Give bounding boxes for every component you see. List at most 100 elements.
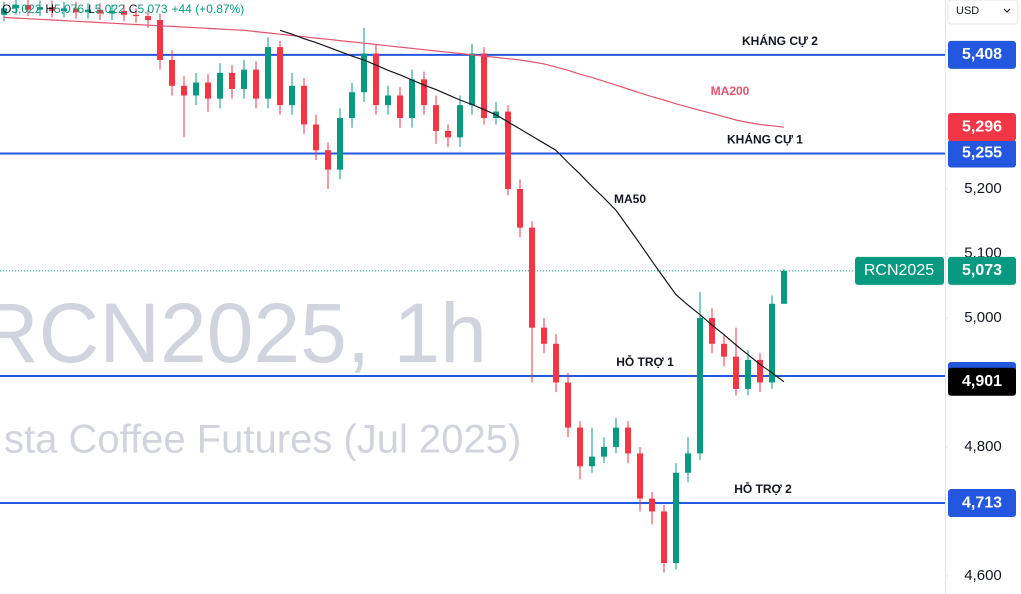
moving-average-line bbox=[3, 16, 785, 128]
level-label: HỖ TRỢ 1 bbox=[616, 354, 674, 369]
candle-body bbox=[85, 9, 91, 13]
currency-box[interactable] bbox=[947, 0, 1019, 25]
candle-body bbox=[613, 427, 619, 447]
moving-average-label: MA200 bbox=[711, 84, 750, 98]
candle-body bbox=[109, 10, 115, 14]
candle-body bbox=[373, 53, 379, 106]
candle-body bbox=[589, 456, 595, 467]
candle-body bbox=[445, 130, 451, 138]
level-price-tag-box bbox=[948, 40, 1016, 69]
legend-value: 5,022 bbox=[95, 2, 125, 16]
candle-body bbox=[481, 53, 487, 119]
candle-body bbox=[661, 511, 667, 564]
y-tick-label: 4,800 bbox=[964, 438, 1002, 455]
legend-value: 5,076 bbox=[54, 2, 84, 16]
level-price-tag-box bbox=[948, 489, 1016, 518]
watermark-symbol: RCN2025, 1h bbox=[0, 286, 487, 380]
symbol-tag-text: RCN2025 bbox=[864, 262, 934, 279]
level-price-tag-box bbox=[948, 139, 1016, 168]
legend-change: +44 (+0.87%) bbox=[172, 2, 245, 16]
legend-value: 5,073 bbox=[137, 2, 167, 16]
candle-body bbox=[337, 118, 343, 170]
candle-body bbox=[313, 124, 319, 151]
moving-average-label: MA50 bbox=[614, 192, 646, 206]
candle-body bbox=[97, 9, 103, 14]
candle-body bbox=[325, 150, 331, 170]
candle-body bbox=[253, 69, 259, 99]
candle-body bbox=[721, 343, 727, 357]
candle-body bbox=[397, 95, 403, 119]
candle-body bbox=[565, 382, 571, 428]
candle-body bbox=[193, 82, 199, 96]
candle-body bbox=[301, 85, 307, 125]
candle-body bbox=[61, 8, 67, 11]
candle-body bbox=[37, 7, 43, 10]
candle-body bbox=[625, 427, 631, 454]
level-price-tag-text: 5,408 bbox=[962, 46, 1002, 63]
dropdown-arrow[interactable] bbox=[1003, 8, 1011, 13]
candle-body bbox=[133, 14, 139, 17]
symbol-tag-box bbox=[855, 256, 944, 285]
plot-area: RCN2025, 1h sta Coffee Futures (Jul 2025)… bbox=[0, 0, 945, 573]
candle-body bbox=[637, 453, 643, 499]
candle-body bbox=[433, 105, 439, 131]
moving-average-line bbox=[279, 29, 785, 383]
candle-body bbox=[421, 79, 427, 106]
level-label: KHÁNG CỰ 2 bbox=[742, 33, 818, 48]
candle-body bbox=[169, 59, 175, 86]
candle-body bbox=[685, 453, 691, 473]
last-price-tag-text: 5,073 bbox=[962, 262, 1002, 279]
legend-key: C bbox=[129, 2, 138, 16]
candle-body bbox=[289, 85, 295, 106]
candle-body bbox=[409, 79, 415, 119]
candle-body bbox=[349, 92, 355, 119]
candle-body bbox=[121, 10, 127, 15]
candle-body bbox=[265, 47, 271, 99]
candle-body bbox=[709, 317, 715, 344]
level-price-tag-text: 4,713 bbox=[962, 494, 1002, 511]
candle-body bbox=[277, 47, 283, 106]
candle-body bbox=[517, 188, 523, 228]
candle-body bbox=[781, 270, 787, 304]
legend-key: L bbox=[88, 2, 95, 16]
indicator-price-tag-text: 4,901 bbox=[962, 373, 1002, 390]
candle-body bbox=[25, 5, 31, 10]
candle-body bbox=[361, 53, 367, 93]
candle-body bbox=[541, 327, 547, 344]
legend-key: O bbox=[2, 2, 11, 16]
candle-body bbox=[49, 7, 55, 11]
candle-body bbox=[217, 72, 223, 99]
candle-body bbox=[697, 317, 703, 454]
candle-body bbox=[553, 343, 559, 383]
candle-body bbox=[13, 5, 19, 9]
candle-body bbox=[673, 472, 679, 564]
candle-body bbox=[469, 53, 475, 106]
legend-value: 5,022 bbox=[11, 2, 41, 16]
legend-key: H bbox=[45, 2, 54, 16]
candle-body bbox=[457, 105, 463, 138]
candle-body bbox=[73, 8, 79, 13]
indicator-price-tag-text: 5,296 bbox=[962, 118, 1002, 135]
candle-body bbox=[1, 8, 7, 15]
y-tick-label: 5,000 bbox=[964, 309, 1002, 326]
candle-body bbox=[205, 82, 211, 99]
candle-body bbox=[529, 227, 535, 328]
candle-body bbox=[385, 95, 391, 106]
candle-body bbox=[157, 19, 163, 60]
y-tick-label: 4,600 bbox=[964, 567, 1002, 584]
candle-body bbox=[601, 446, 607, 457]
candle-body bbox=[229, 72, 235, 90]
candle-body bbox=[745, 359, 751, 389]
currency[interactable]: USD bbox=[956, 5, 979, 17]
candle-body bbox=[649, 498, 655, 512]
currency-button[interactable]: USD bbox=[947, 0, 1019, 25]
candle-body bbox=[733, 356, 739, 389]
candle-body bbox=[577, 427, 583, 467]
candle-body bbox=[769, 303, 775, 383]
last-price-tag-box bbox=[948, 256, 1016, 285]
candle-body bbox=[241, 69, 247, 90]
indicator-price-tag-box bbox=[948, 367, 1016, 396]
candle-body bbox=[505, 111, 511, 189]
candle-body bbox=[757, 359, 763, 383]
